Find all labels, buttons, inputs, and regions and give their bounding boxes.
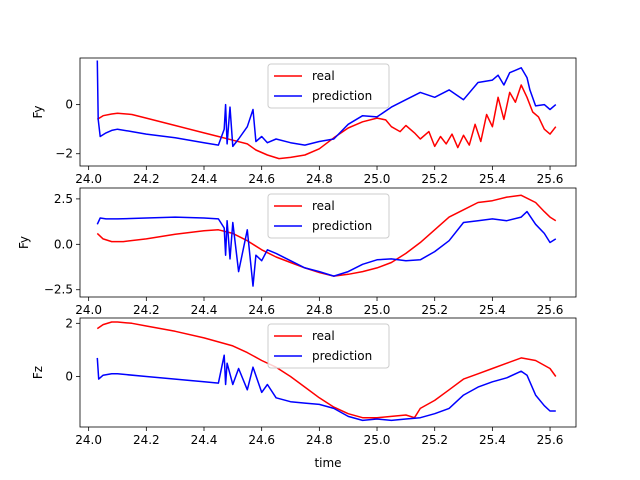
subplot-0: 24.0 24.2 24.4 24.6 24.8 25.0 25.2 25.4 25.6 −2 0 F…: [31, 57, 577, 186]
series-line-prediction: [96, 210, 557, 287]
legend-box: [267, 323, 390, 369]
y-tick-label: 0.0: [54, 237, 73, 251]
legend-box: [267, 193, 390, 239]
legend-label-real: real: [312, 69, 335, 83]
x-tick-label: 24.6: [248, 303, 275, 317]
x-tick-label: 25.4: [479, 433, 506, 447]
x-tick-label: 24.6: [248, 172, 275, 186]
plot-frame: [79, 187, 577, 298]
x-tick-label: 24.2: [133, 303, 160, 317]
y-tick-label: −2.5: [44, 283, 73, 297]
x-tick-label: 25.0: [364, 172, 391, 186]
x-tick-label: 25.4: [479, 172, 506, 186]
x-tick-label: 25.2: [421, 433, 448, 447]
series-line-real: [96, 194, 557, 277]
plot-frame: [79, 57, 577, 167]
x-tick-label: 25.4: [479, 303, 506, 317]
x-tick-label: 24.0: [75, 433, 102, 447]
series-line-prediction: [96, 354, 556, 422]
series-line-prediction: [96, 60, 557, 148]
x-tick-label: 24.8: [306, 433, 333, 447]
x-tick-label: 25.6: [537, 172, 564, 186]
legend-label-real: real: [312, 199, 335, 213]
x-tick-label: 24.8: [306, 303, 333, 317]
x-tick-label: 24.0: [75, 172, 102, 186]
legend-box: [267, 63, 390, 109]
x-tick-label: 24.2: [133, 172, 160, 186]
legend: real prediction: [267, 193, 390, 239]
y-axis-label: Fz: [31, 366, 45, 379]
legend-label-prediction: prediction: [312, 219, 372, 233]
y-axis-label: Fy: [17, 236, 31, 249]
x-tick-label: 25.6: [537, 433, 564, 447]
y-tick-label: 0: [65, 369, 73, 383]
y-tick-label: 0: [65, 98, 73, 112]
x-tick-label: 24.4: [191, 172, 218, 186]
plot-frame: [79, 317, 577, 428]
y-tick-label: 2.5: [54, 192, 73, 206]
legend: real prediction: [267, 323, 390, 369]
y-tick-label: 2: [65, 316, 73, 330]
subplot-2: 24.0 24.2 24.4 24.6 24.8 25.0 25.2 25.4 25.6 0 2 Fz…: [31, 316, 577, 470]
legend: real prediction: [267, 63, 390, 109]
legend-label-prediction: prediction: [312, 89, 372, 103]
x-tick-label: 25.6: [537, 303, 564, 317]
x-tick-label: 25.2: [421, 172, 448, 186]
y-axis-label: Fy: [31, 106, 45, 119]
y-tick-label: −2: [55, 147, 73, 161]
x-axis-label: time: [314, 456, 341, 470]
x-tick-label: 24.8: [306, 172, 333, 186]
legend-label-real: real: [312, 329, 335, 343]
legend-label-prediction: prediction: [312, 349, 372, 363]
x-tick-label: 24.4: [191, 303, 218, 317]
x-tick-label: 24.6: [248, 433, 275, 447]
x-tick-label: 25.2: [421, 303, 448, 317]
x-tick-label: 25.0: [364, 303, 391, 317]
subplot-1: 24.0 24.2 24.4 24.6 24.8 25.0 25.2 25.4 25.6 −2.5…: [17, 187, 577, 317]
x-tick-label: 25.0: [364, 433, 391, 447]
x-tick-label: 24.4: [191, 433, 218, 447]
x-tick-label: 24.2: [133, 433, 160, 447]
x-tick-label: 24.0: [75, 303, 102, 317]
series-line-real: [96, 321, 557, 419]
